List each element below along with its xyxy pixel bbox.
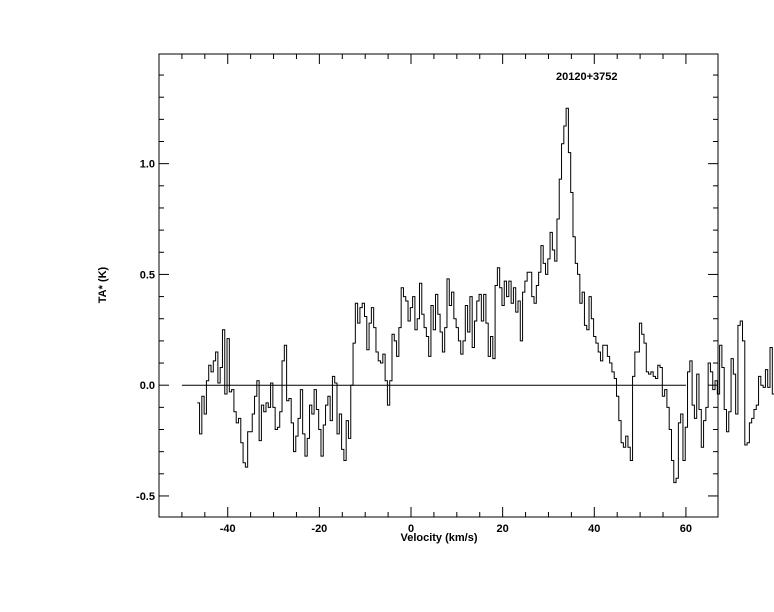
x-tick-label: 60 [680,523,692,535]
y-tick-label: -0.5 [136,491,155,503]
axis-ticks [159,54,718,517]
x-tick-label: -40 [220,523,236,535]
y-tick-label: 0.5 [140,269,155,281]
y-tick-label: 1.0 [140,159,155,171]
spectrum-series [197,107,774,484]
plot-frame [158,53,719,518]
x-axis-label: Velocity (km/s) [400,532,477,544]
x-tick-label: -20 [311,523,327,535]
x-tick-label: 40 [588,523,600,535]
x-tick-label: 20 [497,523,509,535]
axis-tick-labels: -40 -20 0 20 40 60 -0.5 0.0 0.5 1.0 [136,159,692,535]
chart-title: 20120+3752 [556,71,617,83]
x-tick-label: 0 [408,523,414,535]
y-axis-label: TA* (K) [97,266,109,303]
y-tick-label: 0.0 [140,380,155,392]
